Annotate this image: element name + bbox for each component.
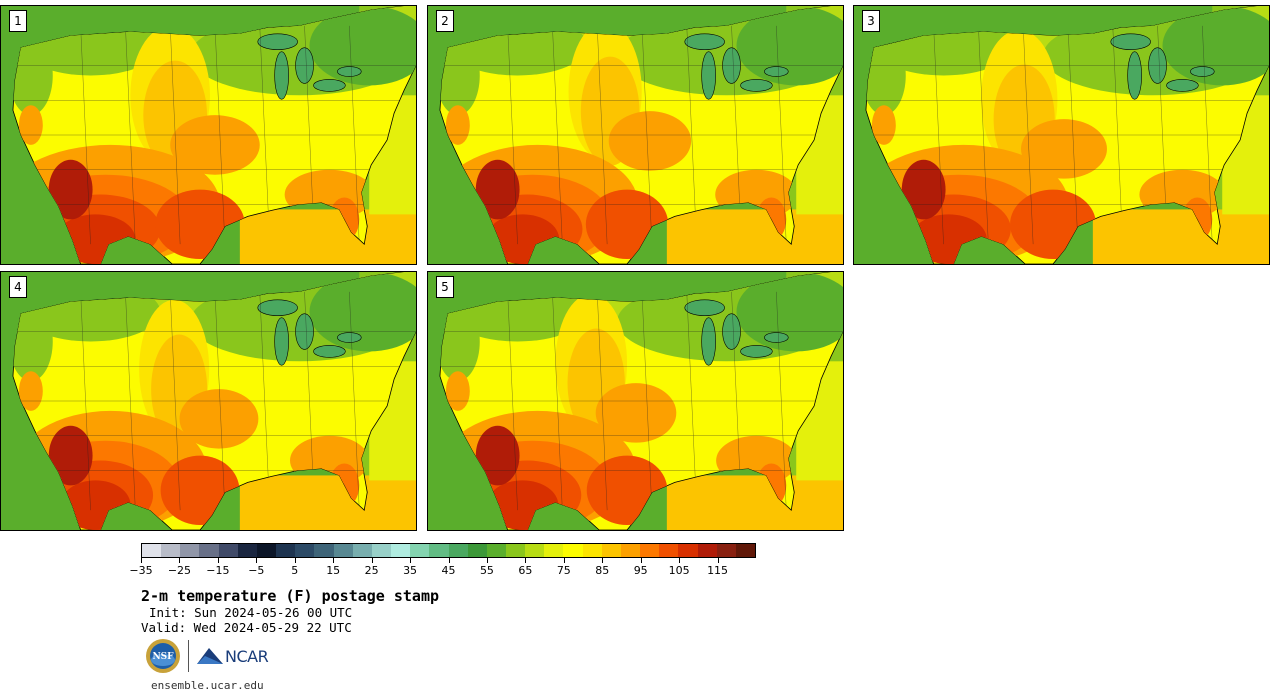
temperature-map xyxy=(428,6,843,264)
member-label: 2 xyxy=(436,10,454,32)
colorbar-cell xyxy=(640,544,660,557)
colorbar-cell xyxy=(716,544,736,557)
colorbar-tick xyxy=(717,558,719,563)
temperature-map xyxy=(428,272,843,530)
colorbar-cell xyxy=(218,544,238,557)
colorbar-cell xyxy=(582,544,602,557)
member-label: 4 xyxy=(9,276,27,298)
colorbar-cell xyxy=(180,544,200,557)
colorbar-tick-label: 105 xyxy=(668,564,690,577)
colorbar-cell xyxy=(505,544,526,557)
temperature-map xyxy=(1,272,416,530)
member-label: 1 xyxy=(9,10,27,32)
colorbar-cell xyxy=(352,544,372,557)
nsf-logo-icon: NSF xyxy=(146,639,180,673)
colorbar-cell xyxy=(735,544,755,557)
logo-divider xyxy=(188,640,189,672)
colorbar-tick-label: 95 xyxy=(633,564,648,577)
colorbar-tick xyxy=(294,558,296,563)
temperature-map xyxy=(854,6,1269,264)
colorbar-cell xyxy=(678,544,698,557)
colorbar-tick-label: −35 xyxy=(129,564,153,577)
colorbar-tick-label: 115 xyxy=(707,564,729,577)
colorbar-ticks: −35 −25 −15 −5 5 15 25 35 45 55 65 75 85 95 105 115 xyxy=(129,558,756,580)
colorbar-cell xyxy=(601,544,621,557)
valid-time: Valid: Wed 2024-05-29 22 UTC xyxy=(141,620,352,635)
colorbar-cell xyxy=(391,544,411,557)
colorbar-cell xyxy=(467,544,487,557)
init-time: Init: Sun 2024-05-26 00 UTC xyxy=(149,605,353,620)
logos: NSF NCAR xyxy=(145,638,285,674)
colorbar-cell xyxy=(256,544,277,557)
colorbar-cell xyxy=(142,544,162,557)
colorbar-tick xyxy=(217,558,219,563)
colorbar-tick-label: 65 xyxy=(518,564,533,577)
colorbar-tick xyxy=(563,558,565,563)
colorbar-cell xyxy=(620,544,641,557)
colorbar-tick xyxy=(141,558,142,563)
colorbar-tick xyxy=(525,558,527,563)
colorbar-cell xyxy=(659,544,679,557)
svg-text:NSF: NSF xyxy=(152,652,174,662)
member-label: 3 xyxy=(862,10,880,32)
colorbar-cell xyxy=(371,544,392,557)
ncar-logo-text: NCAR xyxy=(225,647,269,666)
colorbar-tick-label: 45 xyxy=(441,564,456,577)
colorbar-cell xyxy=(314,544,334,557)
colorbar-tick xyxy=(333,558,335,563)
colorbar-tick xyxy=(410,558,412,563)
colorbar-cell xyxy=(429,544,449,557)
colorbar-tick-label: 35 xyxy=(403,564,418,577)
member-map-1[interactable]: 1 xyxy=(0,5,417,265)
colorbar-tick xyxy=(256,558,258,563)
ncar-logo-icon xyxy=(197,648,223,664)
member-map-4[interactable]: 4 xyxy=(0,271,417,531)
colorbar-tick xyxy=(679,558,681,563)
colorbar-tick xyxy=(486,558,488,563)
colorbar-cell xyxy=(486,544,506,557)
colorbar-tick-label: 5 xyxy=(291,564,299,577)
colorbar-tick-label: 55 xyxy=(479,564,494,577)
member-map-5[interactable]: 5 xyxy=(427,271,844,531)
colorbar-cell xyxy=(295,544,315,557)
colorbar-tick-label: −15 xyxy=(206,564,230,577)
colorbar-tick-label: 75 xyxy=(556,564,571,577)
colorbar-cell xyxy=(237,544,257,557)
colorbar-cell xyxy=(697,544,717,557)
colorbar-cell xyxy=(161,544,181,557)
temperature-map xyxy=(1,6,416,264)
member-label: 5 xyxy=(436,276,454,298)
colorbar-cell xyxy=(544,544,564,557)
member-map-3[interactable]: 3 xyxy=(853,5,1270,265)
colorbar-cell xyxy=(525,544,545,557)
chart-title: 2-m temperature (F) postage stamp xyxy=(141,587,440,605)
colorbar-cell xyxy=(563,544,583,557)
colorbar-tick-label: −25 xyxy=(167,564,192,577)
colorbar-cell xyxy=(199,544,219,557)
member-map-2[interactable]: 2 xyxy=(427,5,844,265)
colorbar-tick xyxy=(640,558,642,563)
colorbar-tick-label: 85 xyxy=(595,564,610,577)
colorbar-tick-label: 25 xyxy=(364,564,379,577)
colorbar-cell xyxy=(448,544,468,557)
colorbar-tick xyxy=(602,558,604,563)
colorbar-tick xyxy=(371,558,373,563)
colorbar-tick-label: −5 xyxy=(248,564,265,577)
colorbar-tick-label: 15 xyxy=(326,564,341,577)
colorbar-tick xyxy=(448,558,450,563)
colorbar-tick xyxy=(179,558,181,563)
temperature-colorbar xyxy=(141,543,756,558)
footer-url: ensemble.ucar.edu xyxy=(151,679,264,692)
colorbar-cell xyxy=(276,544,296,557)
colorbar-cell xyxy=(333,544,353,557)
colorbar-cell xyxy=(410,544,430,557)
